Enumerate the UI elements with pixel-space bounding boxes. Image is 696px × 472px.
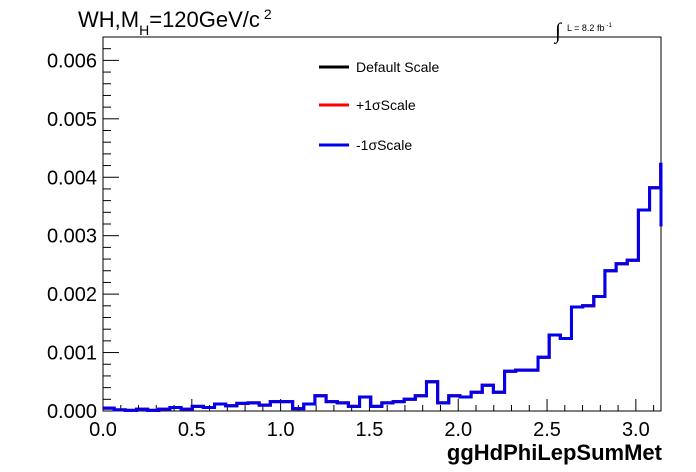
lumi-superscript: -1 xyxy=(606,23,612,29)
y-tick-label: 0.000 xyxy=(47,401,97,423)
chart-title-main: WH,M xyxy=(78,7,139,32)
x-tick-label: 0.0 xyxy=(89,419,117,441)
x-tick-label: 1.0 xyxy=(267,419,295,441)
y-tick-label: 0.001 xyxy=(47,343,97,365)
y-tick-label: 0.005 xyxy=(47,109,97,131)
chart-title-superscript: 2 xyxy=(264,6,272,22)
chart-title-subscript: H xyxy=(139,22,149,38)
integral-symbol: ∫ xyxy=(553,18,563,44)
series-group xyxy=(103,162,663,412)
x-tick-label: 2.0 xyxy=(444,419,472,441)
axes: 0.000 0.001 0.002 0.003 0.004 0.005 0.006 0.0 0.… xyxy=(47,36,662,441)
x-tick-label: 3.0 xyxy=(622,419,650,441)
lumi-label: L = 8.2 fb -1 xyxy=(567,23,612,33)
x-axis-label: ggHdPhiLepSumMet xyxy=(447,440,663,465)
lumi-text: L = 8.2 fb xyxy=(567,23,604,33)
x-tick-label: 0.5 xyxy=(178,419,206,441)
legend-label-default: Default Scale xyxy=(356,59,439,75)
legend: Default Scale +1σScale -1σScale xyxy=(319,59,439,153)
x-tick-label: 2.5 xyxy=(533,419,561,441)
y-tick-label: 0.002 xyxy=(47,284,97,306)
chart-title-rest: =120GeV/c xyxy=(149,7,260,32)
y-tick-label: 0.006 xyxy=(47,50,97,72)
series-minus-one-sigma xyxy=(103,162,663,412)
y-tick-label: 0.004 xyxy=(47,167,97,189)
legend-label-minus: -1σScale xyxy=(356,137,412,153)
legend-label-plus: +1σScale xyxy=(356,97,416,113)
chart-title: WH,MH=120GeV/c 2 xyxy=(78,6,272,38)
y-tick-label: 0.003 xyxy=(47,226,97,248)
x-tick-label: 1.5 xyxy=(356,419,384,441)
